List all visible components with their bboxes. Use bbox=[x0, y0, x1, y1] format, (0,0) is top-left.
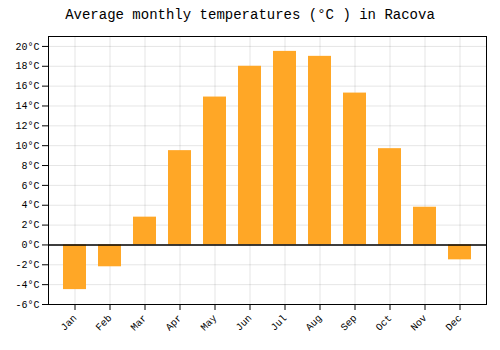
svg-text:Feb: Feb bbox=[94, 313, 115, 334]
svg-text:18°C: 18°C bbox=[15, 61, 39, 72]
svg-text:Sep: Sep bbox=[339, 313, 360, 334]
svg-text:Mar: Mar bbox=[129, 313, 150, 334]
svg-text:Nov: Nov bbox=[409, 313, 430, 334]
svg-text:14°C: 14°C bbox=[15, 101, 39, 112]
html-text:Average monthly temperatures (: Average monthly temperatures (°C ) in Ra… bbox=[65, 7, 435, 23]
svg-text:6°C: 6°C bbox=[21, 181, 39, 192]
svg-text:-6°C: -6°C bbox=[15, 300, 39, 311]
svg-text:May: May bbox=[199, 313, 220, 334]
svg-text:Dec: Dec bbox=[444, 313, 465, 334]
svg-text:-4°C: -4°C bbox=[15, 280, 39, 291]
svg-text:4°C: 4°C bbox=[21, 200, 39, 211]
svg-text:8°C: 8°C bbox=[21, 161, 39, 172]
svg-text:-2°C: -2°C bbox=[15, 260, 39, 271]
svg-text:Jun: Jun bbox=[234, 313, 255, 334]
svg-text:20°C: 20°C bbox=[15, 42, 39, 53]
svg-text:2°C: 2°C bbox=[21, 220, 39, 231]
svg-text:16°C: 16°C bbox=[15, 81, 39, 92]
svg-text:10°C: 10°C bbox=[15, 141, 39, 152]
svg-text:Jul: Jul bbox=[269, 313, 290, 334]
svg-text:Jan: Jan bbox=[59, 313, 80, 334]
svg-text:12°C: 12°C bbox=[15, 121, 39, 132]
svg-text:Apr: Apr bbox=[164, 313, 185, 334]
svg-text:Aug: Aug bbox=[304, 313, 325, 334]
svg-text:0°C: 0°C bbox=[21, 240, 39, 251]
svg-text:Oct: Oct bbox=[374, 313, 395, 334]
